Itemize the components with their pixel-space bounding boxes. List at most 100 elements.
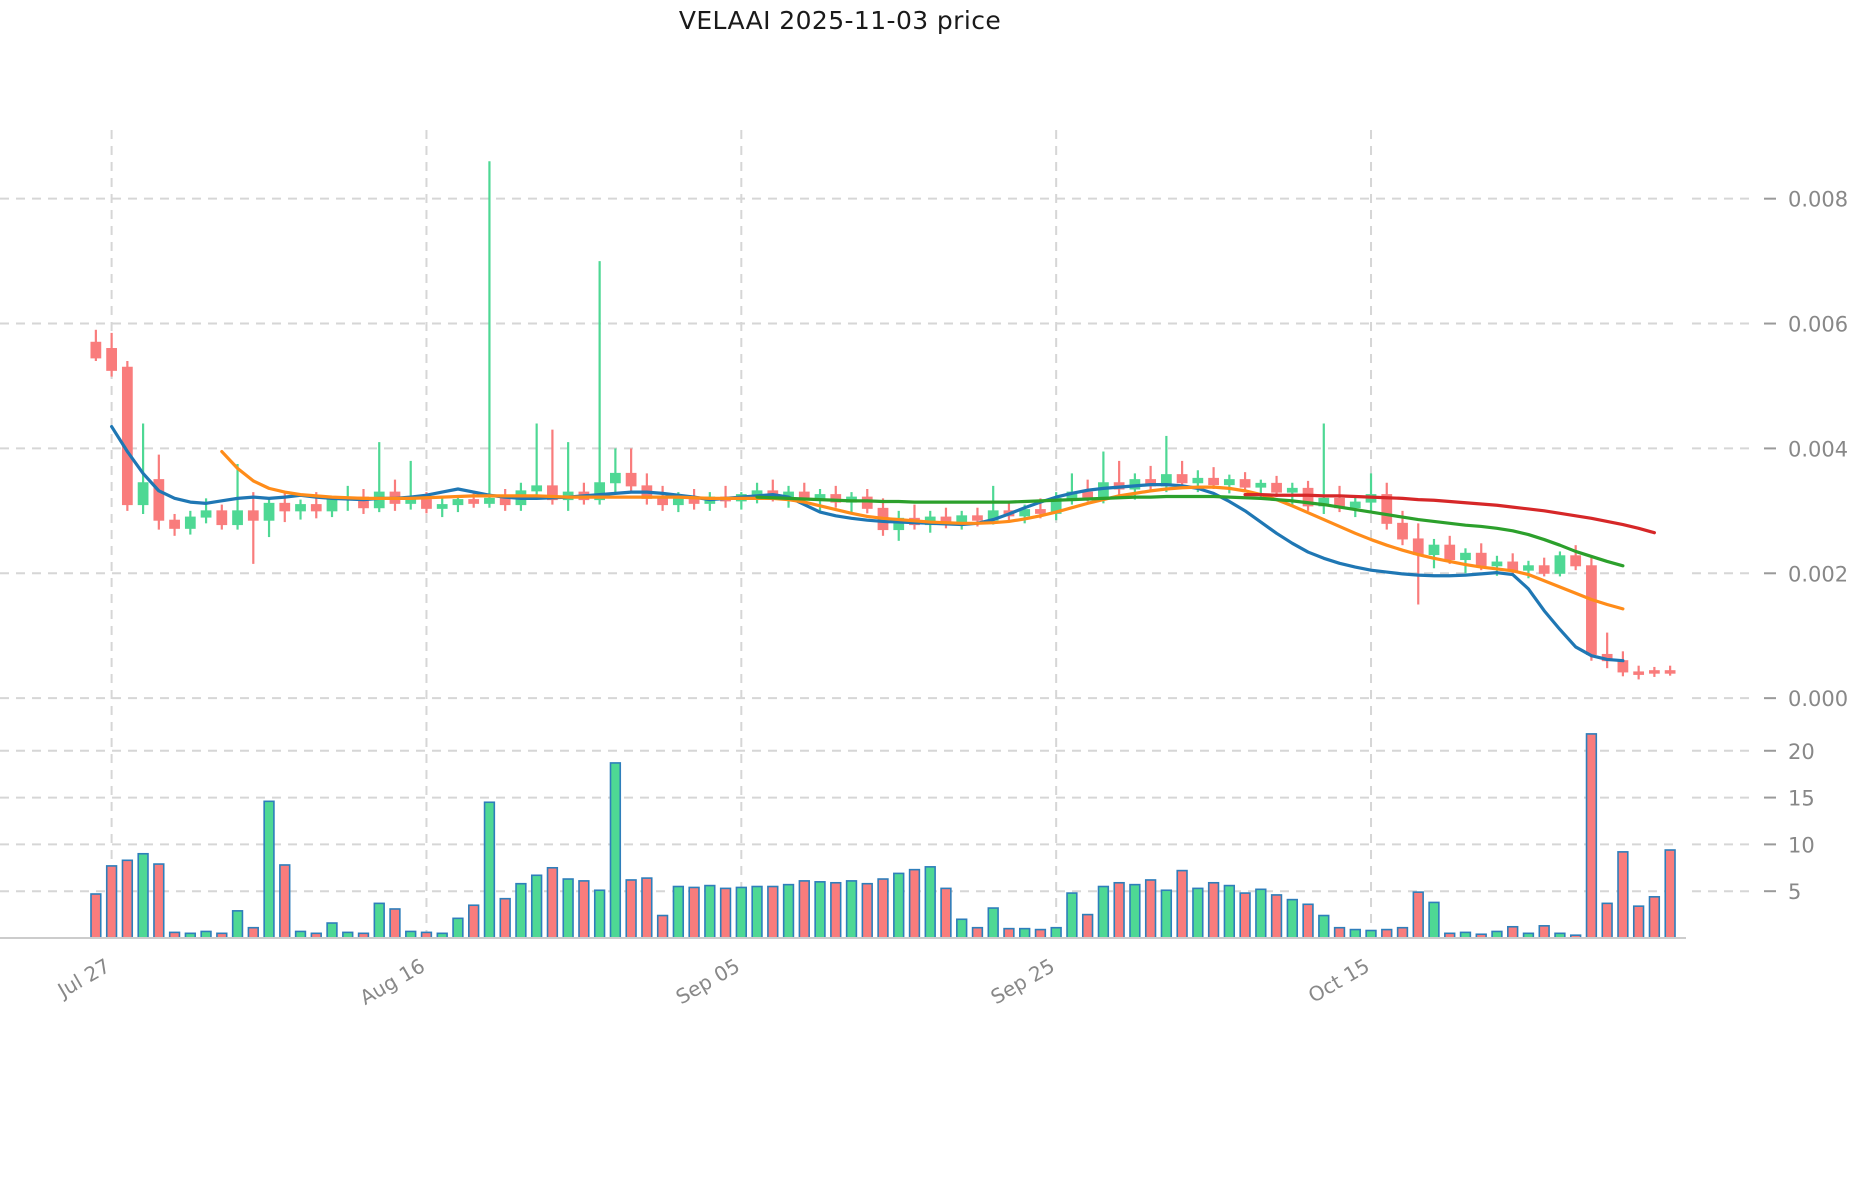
price-tick-label: 0.008 — [1788, 188, 1848, 212]
volume-bar — [1255, 888, 1267, 939]
candle-body — [1523, 565, 1534, 571]
volume-bar — [1176, 869, 1188, 939]
volume-bar — [1601, 902, 1613, 939]
candle-body — [830, 494, 842, 503]
candle-body — [216, 510, 228, 526]
date-tick-label: Aug 16 — [356, 954, 429, 1010]
candle-body — [1475, 552, 1487, 567]
volume-bar — [1302, 903, 1314, 939]
volume-bar — [1207, 881, 1220, 939]
candle-body — [200, 510, 212, 518]
candle-body — [1286, 487, 1298, 493]
volume-bar — [1318, 914, 1330, 939]
candle-body — [169, 519, 180, 529]
candle-body — [484, 497, 495, 504]
volume-bar — [861, 882, 873, 939]
volume-bar — [782, 883, 795, 939]
candle-body — [1349, 501, 1361, 509]
volume-bar — [578, 880, 590, 939]
price-tick-label: 0.000 — [1788, 687, 1848, 711]
candle-body — [1192, 477, 1204, 484]
volume-bar — [971, 926, 984, 939]
ma-line-ma_long_green — [755, 494, 1625, 568]
candle-body — [137, 482, 149, 506]
volume-bar — [1396, 926, 1409, 939]
volume-tick-label: 20 — [1788, 740, 1815, 764]
ma-line-ma_mid_orange — [220, 449, 1625, 611]
candle-body — [1255, 482, 1267, 488]
volume-bar — [751, 885, 763, 939]
volume-bar — [735, 886, 747, 939]
volume-bar — [1144, 879, 1157, 939]
volume-bar — [845, 880, 858, 939]
candle-body — [153, 479, 165, 521]
candle-body — [1617, 660, 1629, 673]
volume-bar — [389, 908, 401, 939]
candle-body — [184, 516, 196, 529]
volume-bar — [562, 878, 574, 939]
volume-bar — [908, 868, 921, 939]
candle-body — [1381, 494, 1393, 524]
volume-tick-label: 15 — [1788, 787, 1815, 811]
volume-bar — [893, 872, 905, 939]
volume-bar — [231, 910, 244, 939]
volume-bar — [105, 865, 118, 939]
ma-line-ma_longest_red — [1243, 493, 1656, 535]
date-tick-label: Jul 27 — [52, 954, 114, 1004]
volume-bar — [593, 889, 606, 939]
volume-bar — [1113, 881, 1125, 939]
candle-body — [405, 499, 417, 504]
volume-bar — [1270, 894, 1283, 939]
volume-bar — [1286, 898, 1298, 939]
volume-bar — [121, 859, 134, 939]
volume-bar — [877, 878, 889, 939]
volume-bar — [830, 881, 842, 939]
candle-body — [263, 502, 275, 521]
candle-body — [1428, 544, 1440, 556]
candle-body — [861, 496, 873, 509]
volume-bar — [719, 887, 732, 939]
volume-bar — [1538, 925, 1550, 939]
moving-average-lines-group — [110, 424, 1656, 663]
volume-bar — [767, 885, 779, 939]
ma-line-ma_short_blue — [110, 424, 1625, 663]
candle-body — [531, 485, 543, 492]
candle-body — [121, 366, 133, 506]
volume-bar — [1632, 905, 1645, 939]
volume-bar — [798, 880, 810, 939]
candle-body — [672, 497, 684, 506]
volume-tick-label: 5 — [1788, 880, 1801, 904]
candle-body — [295, 504, 306, 512]
volume-bar — [546, 866, 559, 939]
volume-bar — [247, 926, 259, 939]
candle-body — [1239, 479, 1251, 488]
volume-bar — [1365, 929, 1377, 939]
volume-bar — [1003, 927, 1015, 939]
candle-body — [436, 504, 448, 509]
date-tick-label: Sep 25 — [986, 954, 1058, 1010]
volume-bar — [641, 877, 653, 939]
candle-body — [1538, 565, 1550, 574]
candle-body — [326, 499, 338, 512]
volume-bar — [1192, 887, 1204, 939]
volume-bar — [956, 918, 968, 939]
candle-body — [499, 497, 511, 506]
volume-bar — [263, 800, 275, 939]
volume-bar — [1066, 892, 1078, 939]
volume-bar — [1412, 891, 1424, 939]
volume-bar — [326, 922, 338, 939]
volume-bar — [279, 864, 291, 939]
chart-title: VELAAI 2025-11-03 price — [678, 6, 1002, 35]
candle-body — [1302, 487, 1314, 507]
volume-bar — [688, 886, 700, 939]
volume-bar — [987, 907, 999, 939]
volume-bars-group — [90, 733, 1676, 939]
volume-bar — [924, 866, 936, 939]
candlesticks-group — [90, 161, 1676, 680]
volume-bar — [137, 852, 149, 939]
candle-body — [106, 348, 117, 371]
candle-body — [1554, 555, 1566, 574]
candle-body — [547, 485, 558, 501]
volume-bar — [1129, 883, 1141, 939]
